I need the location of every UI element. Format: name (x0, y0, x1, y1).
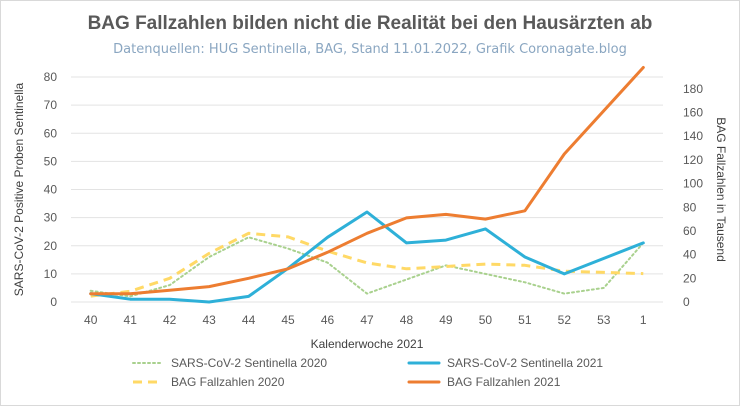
x-tick-label: 45 (281, 313, 295, 327)
series-line (89, 210, 645, 304)
y-left-tick-label: 70 (44, 98, 58, 112)
y-left-tick-label: 10 (44, 267, 58, 281)
legend-label: SARS-CoV-2 Sentinella 2020 (171, 356, 327, 370)
y-left-tick-label: 20 (44, 239, 58, 253)
y-left-tick-label: 40 (44, 183, 58, 197)
series-line (90, 231, 644, 298)
y-left-tick-label: 0 (50, 295, 57, 309)
x-axis-label: Kalenderwoche 2021 (311, 337, 424, 351)
x-tick-label: 47 (360, 313, 374, 327)
x-tick-label: 43 (202, 313, 216, 327)
y-right-tick-label: 180 (683, 82, 703, 96)
y-right-tick-label: 120 (683, 153, 703, 167)
y-left-axis-label: SARS-CoV-2 Positive Proben Sentinella (12, 82, 26, 296)
x-tick-label: 40 (84, 313, 98, 327)
y-left-tick-label: 80 (44, 70, 58, 84)
x-tick-label: 48 (400, 313, 414, 327)
y-right-tick-label: 140 (683, 129, 703, 143)
y-right-tick-label: 20 (683, 271, 697, 285)
y-left-tick-label: 60 (44, 126, 58, 140)
y-right-tick-label: 100 (683, 177, 703, 191)
y-left-tick-label: 50 (44, 154, 58, 168)
y-right-tick-label: 40 (683, 248, 697, 262)
y-right-tick-label: 160 (683, 106, 703, 120)
x-tick-label: 42 (163, 313, 177, 327)
y-right-tick-label: 80 (683, 200, 697, 214)
y-left-tick-label: 30 (44, 211, 58, 225)
x-tick-label: 50 (479, 313, 493, 327)
x-tick-label: 44 (242, 313, 256, 327)
legend-label: SARS-CoV-2 Sentinella 2021 (447, 356, 603, 370)
series-line (89, 66, 645, 296)
x-tick-label: 49 (439, 313, 453, 327)
chart-subtitle: Datenquellen: HUG Sentinella, BAG, Stand… (113, 42, 627, 57)
x-tick-label: 46 (321, 313, 335, 327)
x-tick-label: 41 (124, 313, 138, 327)
x-tick-label: 53 (597, 313, 611, 327)
legend-label: BAG Fallzahlen 2020 (171, 375, 285, 389)
legend-label: BAG Fallzahlen 2021 (447, 375, 561, 389)
x-tick-label: 1 (640, 313, 647, 327)
x-tick-label: 52 (558, 313, 572, 327)
series-line (89, 236, 645, 298)
y-right-tick-label: 0 (683, 295, 690, 309)
x-tick-label: 51 (518, 313, 532, 327)
chart-title: BAG Fallzahlen bilden nicht die Realität… (87, 13, 653, 34)
y-right-axis-label: BAG Fallzahlen in Tausend (714, 117, 728, 262)
y-right-tick-label: 60 (683, 224, 697, 238)
